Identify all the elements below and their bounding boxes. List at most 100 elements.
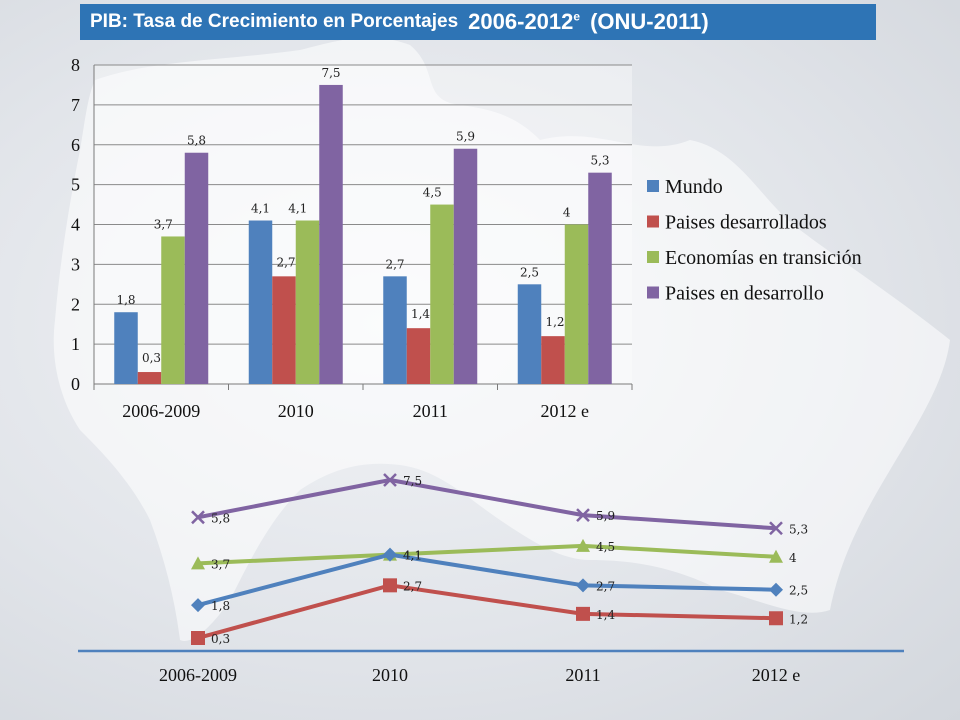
line-data-label: 4,5: [596, 540, 615, 554]
line-point: [769, 582, 783, 597]
line-point: [191, 598, 205, 613]
title-main: PIB: Tasa de Crecimiento en Porcentajes: [90, 11, 459, 32]
line-data-label: 3,7: [211, 557, 230, 571]
title-years: 2006-2012e: [468, 9, 581, 34]
bar-data-label: 2,7: [385, 257, 404, 271]
line-data-label: 2,7: [403, 579, 422, 593]
bar-data-label: 2,5: [520, 265, 539, 279]
bar-data-label: 0,3: [142, 351, 161, 365]
line-data-label: 1,8: [211, 599, 230, 613]
line-point: [383, 547, 397, 562]
legend-swatch: [647, 180, 659, 192]
bar: [137, 372, 162, 384]
bar-y-tick-label: 5: [71, 175, 80, 195]
bar-data-label: 5,9: [456, 130, 475, 144]
bar-data-label: 4,1: [251, 202, 270, 216]
bar: [383, 276, 407, 384]
bar-chart: 0 1 2 3 4 5 6 7 8 2006-2009 1,8 0,3 3,7 5,8 2010 4,1 2,7…: [71, 55, 862, 421]
line-point: [383, 578, 397, 593]
bar-y-tick-label: 0: [71, 374, 80, 394]
line-x-tick-label: 2006-2009: [159, 665, 237, 685]
bar-y-tick-label: 8: [71, 55, 80, 75]
bar-data-label: 4: [563, 206, 571, 220]
bar-data-label: 4,5: [423, 186, 442, 200]
line-point: [576, 508, 590, 522]
bar-data-label: 4,1: [288, 202, 307, 216]
bar-data-label: 5,8: [187, 134, 206, 148]
bar-y-tick-label: 2: [71, 294, 80, 314]
bar: [248, 220, 273, 384]
line-data-label: 2,5: [789, 584, 808, 598]
legend-swatch: [647, 215, 659, 228]
bar: [272, 276, 296, 384]
bar-y-tick-label: 6: [71, 135, 80, 155]
line-data-label: 4,1: [403, 549, 422, 563]
bar: [295, 220, 320, 384]
line-point: [769, 611, 783, 626]
line-point: [769, 521, 783, 536]
bar: [430, 204, 454, 384]
legend-label: Paises desarrollados: [665, 212, 827, 234]
bar-x-tick-label: 2010: [278, 401, 314, 421]
line-data-label: 1,2: [789, 612, 808, 626]
line-data-label: 4: [789, 551, 797, 565]
bar-data-label: 3,7: [154, 217, 173, 231]
bar: [517, 284, 542, 384]
title-bar: PIB: Tasa de Crecimiento en Porcentajes …: [80, 4, 876, 40]
line-data-label: 0,3: [211, 632, 230, 646]
title-superscript: e: [573, 9, 581, 24]
line-x-tick-label: 2010: [372, 665, 408, 685]
line-data-label: 5,9: [596, 509, 615, 523]
line-series: [197, 583, 777, 640]
bar: [114, 312, 138, 384]
line-series: [197, 552, 777, 608]
line-x-tick-label: 2011: [565, 665, 600, 685]
bar-y-tick-label: 3: [71, 254, 80, 274]
line-data-label: 2,7: [596, 579, 615, 593]
line-data-label: 1,4: [596, 608, 615, 622]
bar-data-label: 2,7: [276, 255, 295, 269]
bar-x-tick-label: 2006-2009: [122, 401, 200, 421]
line-point: [191, 556, 205, 570]
line-data-label: 5,3: [789, 522, 808, 536]
legend-label: Economías en transición: [665, 247, 862, 269]
title-source: (ONU-2011): [590, 9, 709, 34]
line-point: [191, 631, 205, 645]
legend-label: Mundo: [665, 176, 723, 198]
legend-swatch: [647, 251, 659, 263]
bar-data-label: 1,2: [545, 315, 564, 329]
bar-data-label: 1,4: [411, 307, 430, 321]
line-chart: 2006-2009 2010 2011 2012 e 5,8 7,5 5,9 5,3 3,7 4,…: [78, 473, 904, 685]
line-point: [576, 538, 590, 552]
bar-data-label: 1,8: [116, 293, 135, 307]
legend-swatch: [647, 286, 659, 299]
bar-x-tick-label: 2012 e: [541, 401, 590, 421]
bar-y-tick-label: 7: [71, 95, 80, 115]
legend-label: Paises en desarrollo: [665, 283, 824, 305]
line-point: [576, 578, 590, 593]
bar: [319, 84, 343, 384]
bar: [184, 152, 209, 384]
bar-y-tick-label: 4: [71, 215, 80, 235]
line-point: [576, 606, 590, 621]
bar-y-tick-label: 1: [71, 334, 80, 354]
bar: [588, 172, 612, 384]
line-point: [191, 510, 205, 525]
map-silhouette-shape: [53, 37, 950, 641]
line-x-tick-label: 2012 e: [752, 665, 801, 685]
bar: [564, 224, 589, 384]
bar-data-label: 7,5: [321, 66, 340, 80]
bar-data-label: 5,3: [590, 154, 609, 168]
bar: [453, 148, 478, 384]
bar: [541, 336, 565, 384]
bar-x-tick-label: 2011: [413, 401, 448, 421]
line-point: [769, 549, 783, 563]
bar: [406, 328, 431, 384]
bar: [161, 236, 185, 384]
line-series: [197, 543, 777, 566]
line-series: [197, 478, 777, 531]
line-data-label: 7,5: [403, 474, 422, 488]
line-data-label: 5,8: [211, 511, 230, 525]
